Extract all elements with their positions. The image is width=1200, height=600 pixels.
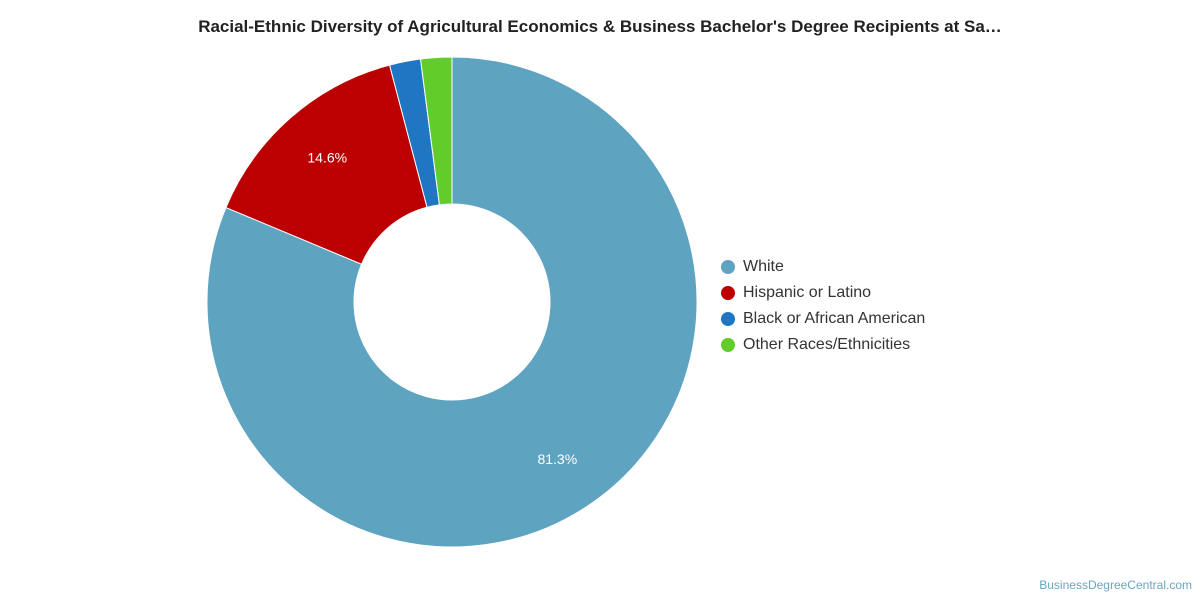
legend-item-other-races-ethnicities[interactable]: Other Races/Ethnicities xyxy=(721,332,925,358)
legend-item-hispanic-or-latino[interactable]: Hispanic or Latino xyxy=(721,280,925,306)
legend-swatch-white xyxy=(721,260,735,274)
slice-other-races-ethnicities[interactable] xyxy=(419,56,453,206)
legend-label-other-races-ethnicities: Other Races/Ethnicities xyxy=(743,336,911,353)
slice-white[interactable] xyxy=(206,56,698,548)
legend-swatch-black-or-african-american xyxy=(721,312,735,326)
slice-hispanic-or-latino[interactable] xyxy=(225,64,428,265)
slice-label-white: 81.3% xyxy=(537,451,577,467)
legend-label-white: White xyxy=(743,258,784,275)
legend-label-hispanic-or-latino: Hispanic or Latino xyxy=(743,284,872,301)
legend: White Hispanic or Latino Black or Africa… xyxy=(721,254,925,358)
legend-swatch-other-races-ethnicities xyxy=(721,338,735,352)
chart-title: Racial-Ethnic Diversity of Agricultural … xyxy=(198,17,1002,36)
legend-item-white[interactable]: White xyxy=(721,254,925,280)
legend-item-black-or-african-american[interactable]: Black or African American xyxy=(721,306,925,332)
legend-swatch-hispanic-or-latino xyxy=(721,286,735,300)
credit-link[interactable]: BusinessDegreeCentral.com xyxy=(1039,578,1192,592)
slice-label-hispanic-or-latino: 14.6% xyxy=(307,149,347,165)
legend-label-black-or-african-american: Black or African American xyxy=(743,310,926,327)
